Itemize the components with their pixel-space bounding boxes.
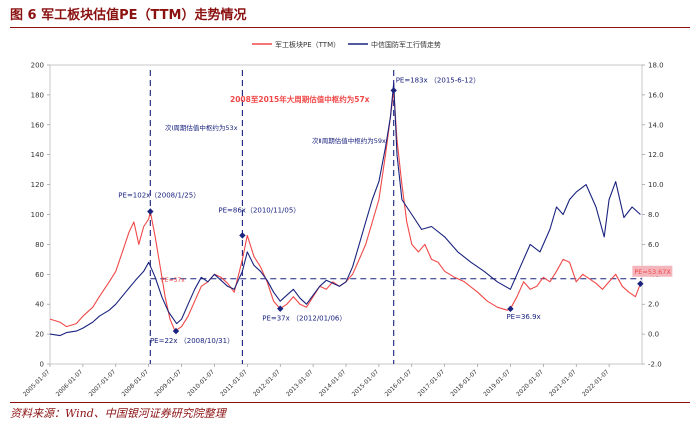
right-tick-label: 6.0: [648, 241, 659, 249]
annotation-diamond: [390, 87, 397, 94]
annotation-label: PE=86x（2010/11/05）: [218, 206, 300, 214]
right-tick-label: -2.0: [648, 361, 662, 369]
left-tick-label: 60: [35, 271, 44, 279]
left-tick-label: 160: [31, 121, 44, 129]
series-line-index: [49, 82, 641, 337]
reference-layer: [149, 70, 642, 364]
left-tick-label: 120: [31, 181, 44, 189]
x-tick-label: 2014-01-07: [318, 368, 348, 398]
right-tick-label: 10.0: [648, 181, 664, 189]
left-tick-label: 0: [40, 361, 44, 369]
right-tick-label: 14.0: [648, 121, 664, 129]
right-tick-label: 0.0: [648, 331, 659, 339]
left-tick-label: 20: [35, 331, 44, 339]
annotation-label: PE=102x（2008/1/25）: [118, 192, 200, 200]
legend-label-pe: 军工板块PE（TTM）: [275, 40, 340, 49]
right-tick-label: 2.0: [648, 301, 659, 309]
x-tick-label: 2008-01-07: [120, 368, 150, 398]
chart-legend: 军工板块PE（TTM） 中信国防军工行情走势: [252, 40, 441, 49]
x-tick-label: 2005-01-07: [22, 368, 52, 398]
x-tick-label: 2009-01-07: [153, 368, 183, 398]
x-tick-label: 2020-01-07: [515, 368, 545, 398]
annotation-cycle-main: 2008至2015年大周期估值中枢约为57x: [230, 94, 370, 104]
x-tick-label: 2017-01-07: [416, 368, 446, 398]
x-tick-label: 2011-01-07: [219, 368, 249, 398]
left-tick-label: 200: [31, 62, 44, 70]
left-tick-label: 100: [31, 211, 44, 219]
x-tick-label: 2021-01-07: [548, 368, 578, 398]
pe-chart: 020406080100120140160180200-2.00.02.04.0…: [22, 40, 673, 399]
x-tick-label: 2012-01-07: [252, 368, 282, 398]
axes-layer: 020406080100120140160180200-2.00.02.04.0…: [22, 62, 664, 399]
source-note: 资料来源：Wind、中国银河证券研究院整理: [10, 402, 690, 425]
right-tick-label: 18.0: [648, 62, 664, 70]
annotation-label: PE=53.67X: [634, 268, 671, 276]
legend-label-index: 中信国防军工行情走势: [371, 40, 441, 49]
left-tick-label: 180: [31, 91, 44, 99]
annotation-diamond: [172, 327, 180, 335]
x-tick-label: 2015-01-07: [351, 368, 381, 398]
left-tick-label: 140: [31, 151, 44, 159]
annotation-label: PE=57x: [161, 277, 185, 284]
left-tick-label: 40: [35, 301, 44, 309]
annotation-diamond: [507, 305, 514, 313]
x-tick-label: 2019-01-07: [482, 368, 512, 398]
annotation-diamond: [147, 208, 154, 215]
series-layer: [49, 82, 641, 337]
x-tick-label: 2018-01-07: [449, 368, 479, 398]
x-tick-label: 2016-01-07: [384, 368, 414, 398]
annotation-cycle-2: 次Ⅱ周期估值中枢约为59x: [312, 136, 386, 145]
annotation-diamond: [637, 280, 644, 287]
annotation-label: PE=183x （2015-6-12）: [396, 76, 480, 84]
x-tick-label: 2010-01-07: [186, 368, 216, 398]
annotation-cycle-1: 次Ⅰ周期估值中枢约为53x: [165, 123, 238, 132]
left-tick-label: 80: [35, 241, 44, 249]
annotation-diamond: [239, 232, 246, 239]
right-tick-label: 16.0: [648, 91, 664, 99]
annotation-label: PE=36.9x: [506, 313, 540, 321]
right-tick-label: 12.0: [648, 151, 664, 159]
annotation-diamond: [277, 305, 284, 312]
x-tick-label: 2013-01-07: [285, 368, 315, 398]
x-tick-label: 2006-01-07: [55, 368, 85, 398]
right-tick-label: 8.0: [648, 211, 659, 219]
pe-tag-bg: [632, 265, 673, 277]
figure-title: 图 6 军工板块估值PE（TTM）走势情况: [10, 5, 690, 28]
x-tick-label: 2007-01-07: [88, 368, 118, 398]
x-tick-label: 2022-01-07: [581, 368, 611, 398]
annotation-label: PE=22x （2008/10/31）: [150, 337, 234, 345]
annotation-label: PE=37x （2012/01/06）: [262, 315, 346, 323]
series-line-pe: [49, 89, 641, 332]
annotation-layer: PE=102x（2008/1/25） PE=22x （2008/10/31） PE=…: [118, 76, 673, 345]
